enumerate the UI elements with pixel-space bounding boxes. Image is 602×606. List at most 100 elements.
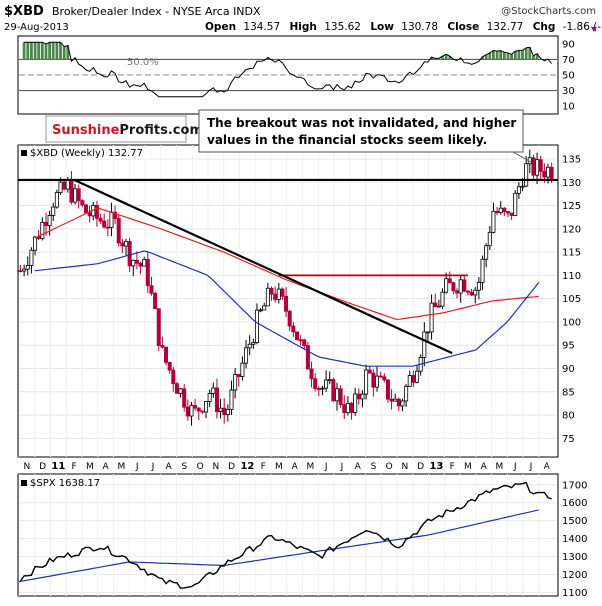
candle-body (218, 407, 223, 413)
candle-body (229, 389, 234, 410)
month-label: M (118, 462, 126, 472)
price-tick-label: 80 (562, 411, 575, 422)
candle-body (316, 388, 321, 390)
rsi-panel-frame (17, 35, 559, 115)
rsi-overbought-fill (22, 42, 550, 60)
logo-part2: Profits.com (119, 123, 203, 138)
candle-body (396, 398, 401, 407)
candle-body (447, 278, 452, 284)
month-label: S (182, 462, 188, 472)
candle-body (58, 181, 63, 193)
month-label: A (292, 462, 299, 472)
rsi-line (24, 41, 552, 98)
candle-body (178, 388, 183, 394)
logo-part1: Sunshine (52, 123, 120, 138)
candle-body (185, 406, 190, 417)
candle-body (251, 342, 256, 345)
candle-body (356, 393, 361, 400)
spx-price-line (19, 481, 552, 589)
spx-tick-label: 1500 (562, 516, 587, 527)
logo-text: SunshineProfits.com (52, 123, 203, 138)
candle-body (164, 346, 169, 363)
candle-body (200, 410, 205, 413)
sunshine-profits-logo: SunshineProfits.com (45, 115, 203, 143)
spx-tick-label: 1400 (562, 534, 587, 545)
rsi-tick-labels: 90 70 50 30 10 (562, 39, 575, 112)
price-tick-labels: 135 130 125 120 115 110 105 100 95 90 85 80 75 (562, 154, 581, 444)
price-legend-swatch (21, 150, 27, 156)
quote-close-label: Close (447, 21, 479, 33)
chg-down-marker-icon (591, 27, 597, 32)
candle-body (462, 279, 467, 292)
candle-body (29, 249, 34, 266)
rsi-tick-label: 50 (562, 71, 575, 82)
candle-body (265, 287, 270, 307)
annotation-pointer (512, 151, 532, 163)
month-label: N (213, 462, 220, 472)
price-tick-label: 90 (562, 364, 575, 375)
candle-body (487, 231, 492, 247)
candle-body (258, 309, 263, 312)
quote-low-label: Low (370, 21, 394, 33)
candle-body (440, 291, 445, 307)
annotation-line2: values in the financial stocks seem like… (207, 133, 487, 147)
candle-body (495, 210, 500, 214)
candle-body (327, 379, 332, 382)
candle-body (280, 288, 285, 297)
candle-body (407, 375, 412, 387)
candle-body (236, 374, 241, 377)
downtrend-line (73, 178, 453, 355)
quote-high-label: High (289, 21, 316, 33)
quote-low: 130.78 (401, 21, 438, 33)
price-tick-label: 75 (562, 434, 575, 445)
candle-body (545, 166, 550, 178)
chart-symbol: $XBD (4, 4, 44, 19)
candle-body (451, 282, 456, 292)
candle-body (138, 262, 143, 267)
month-label: S (371, 462, 377, 472)
candle-body (240, 362, 245, 377)
candle-body (294, 331, 299, 341)
price-legend-bg (19, 146, 149, 159)
month-label: D (39, 462, 46, 472)
candle-body (40, 221, 45, 239)
candle-body (287, 310, 292, 327)
spx-legend-swatch (21, 480, 27, 486)
candle-body (51, 206, 56, 216)
candle-body (498, 207, 503, 214)
quote-open-label: Open (205, 21, 236, 33)
month-label: A (355, 462, 362, 472)
candle-body (80, 200, 85, 206)
candle-body (364, 369, 369, 395)
candle-body (549, 166, 554, 180)
candle-body (309, 368, 314, 380)
candle-body (174, 383, 179, 394)
spx-legend: $SPX 1638.17 (30, 478, 100, 489)
month-label: F (261, 462, 266, 472)
month-label: 12 (240, 461, 254, 472)
candle-body (473, 289, 478, 296)
candle-body (94, 204, 99, 219)
candle-body (465, 290, 470, 293)
candle-body (207, 393, 212, 402)
month-label: O (386, 462, 393, 472)
quote-open: 134.57 (243, 21, 280, 33)
month-label: J (513, 462, 517, 472)
price-tick-label: 115 (562, 248, 581, 259)
candle-body (334, 388, 339, 402)
candle-body (436, 305, 441, 308)
candle-body (33, 236, 38, 251)
candle-body (160, 345, 165, 348)
chart-index-name: Broker/Dealer Index - NYSE Arca INDX (52, 5, 261, 18)
candle-body (69, 180, 74, 203)
candle-body (182, 388, 187, 408)
month-label: J (135, 462, 139, 472)
candle-body (142, 259, 147, 267)
candle-body (167, 362, 172, 371)
price-tick-label: 135 (562, 154, 581, 165)
spx-grid (18, 474, 557, 596)
candle-body (189, 405, 194, 417)
candle-body (116, 218, 121, 244)
candle-body (262, 305, 267, 311)
candle-body (535, 159, 540, 176)
